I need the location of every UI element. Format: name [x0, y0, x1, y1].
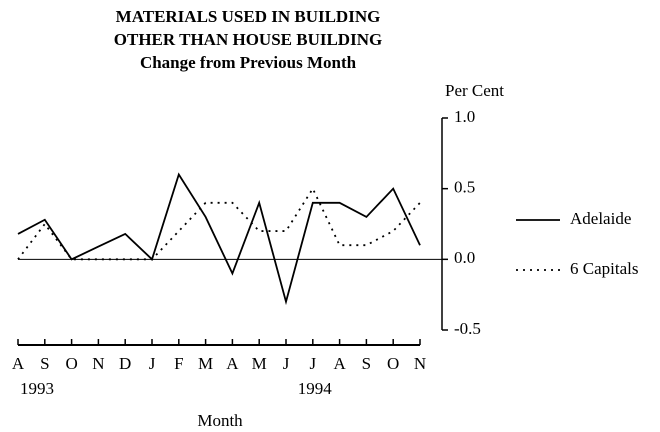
- x-tick-label: F: [174, 354, 183, 373]
- y-tick-label: -0.5: [454, 319, 481, 338]
- y-tick-label: 0.0: [454, 248, 475, 267]
- series-line: [17, 186, 421, 261]
- x-tick-label: D: [119, 354, 131, 373]
- x-tick-label: N: [414, 354, 426, 373]
- legend-label: 6 Capitals: [570, 259, 638, 278]
- year-label: 1993: [20, 379, 54, 398]
- x-tick-label: S: [362, 354, 371, 373]
- y-tick-label: 1.0: [454, 107, 475, 126]
- x-tick-label: O: [65, 354, 77, 373]
- x-tick-label: J: [283, 354, 290, 373]
- chart-title: OTHER THAN HOUSE BUILDING: [114, 30, 382, 49]
- y-tick-label: 0.5: [454, 178, 475, 197]
- x-tick-label: O: [387, 354, 399, 373]
- legend-label: Adelaide: [570, 209, 631, 228]
- x-tick-label: J: [149, 354, 156, 373]
- x-tick-label: N: [92, 354, 104, 373]
- chart-subtitle: Change from Previous Month: [140, 53, 357, 72]
- chart-title: MATERIALS USED IN BUILDING: [116, 7, 381, 26]
- x-tick-label: S: [40, 354, 49, 373]
- y-axis-label: Per Cent: [445, 81, 504, 100]
- x-tick-label: A: [12, 354, 25, 373]
- x-tick-label: J: [309, 354, 316, 373]
- series-line: [17, 172, 421, 306]
- x-tick-label: A: [333, 354, 346, 373]
- year-label: 1994: [298, 379, 333, 398]
- x-tick-label: M: [198, 354, 213, 373]
- x-axis-label: Month: [197, 411, 243, 430]
- x-tick-label: M: [252, 354, 267, 373]
- x-tick-label: A: [226, 354, 239, 373]
